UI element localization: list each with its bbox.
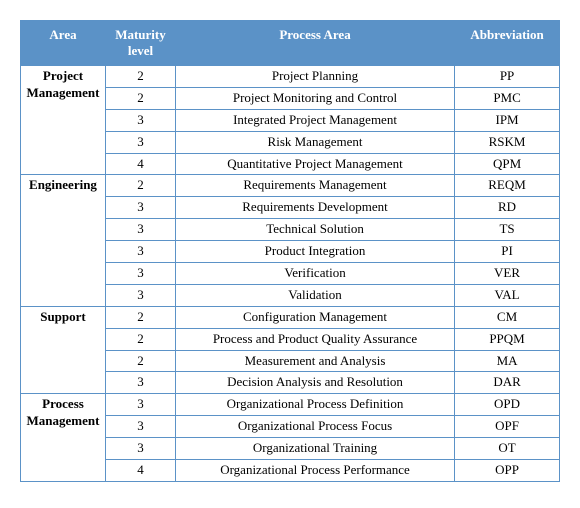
maturity-cell: 2 — [105, 350, 175, 372]
process-areas-table: Area Maturity level Process Area Abbrevi… — [20, 20, 560, 482]
col-header-abbr: Abbreviation — [455, 21, 560, 66]
process-cell: Requirements Management — [175, 175, 454, 197]
abbr-cell: OT — [455, 438, 560, 460]
maturity-cell: 3 — [105, 131, 175, 153]
table-row: Support2Configuration ManagementCM — [21, 306, 560, 328]
maturity-cell: 3 — [105, 263, 175, 285]
maturity-cell: 4 — [105, 153, 175, 175]
table-row: Engineering2Requirements ManagementREQM — [21, 175, 560, 197]
maturity-cell: 2 — [105, 306, 175, 328]
maturity-cell: 3 — [105, 241, 175, 263]
abbr-cell: OPP — [455, 460, 560, 482]
process-cell: Organizational Training — [175, 438, 454, 460]
abbr-cell: PMC — [455, 87, 560, 109]
area-cell: Support — [21, 306, 106, 394]
process-cell: Decision Analysis and Resolution — [175, 372, 454, 394]
abbr-cell: IPM — [455, 109, 560, 131]
abbr-cell: RSKM — [455, 131, 560, 153]
table-row: ProjectManagement2Project PlanningPP — [21, 66, 560, 88]
process-cell: Requirements Development — [175, 197, 454, 219]
table-body: ProjectManagement2Project PlanningPP2Pro… — [21, 66, 560, 482]
table-row: ProcessManagement3Organizational Process… — [21, 394, 560, 416]
abbr-cell: PI — [455, 241, 560, 263]
process-cell: Project Monitoring and Control — [175, 87, 454, 109]
maturity-cell: 3 — [105, 284, 175, 306]
maturity-cell: 2 — [105, 66, 175, 88]
maturity-cell: 2 — [105, 87, 175, 109]
process-cell: Project Planning — [175, 66, 454, 88]
abbr-cell: CM — [455, 306, 560, 328]
process-cell: Risk Management — [175, 131, 454, 153]
abbr-cell: DAR — [455, 372, 560, 394]
abbr-cell: OPF — [455, 416, 560, 438]
maturity-cell: 2 — [105, 175, 175, 197]
abbr-cell: MA — [455, 350, 560, 372]
process-cell: Quantitative Project Management — [175, 153, 454, 175]
abbr-cell: REQM — [455, 175, 560, 197]
maturity-cell: 3 — [105, 109, 175, 131]
process-cell: Integrated Project Management — [175, 109, 454, 131]
process-cell: Organizational Process Focus — [175, 416, 454, 438]
col-header-process: Process Area — [175, 21, 454, 66]
abbr-cell: OPD — [455, 394, 560, 416]
maturity-cell: 3 — [105, 438, 175, 460]
abbr-cell: VAL — [455, 284, 560, 306]
area-cell: ProcessManagement — [21, 394, 106, 482]
maturity-cell: 4 — [105, 460, 175, 482]
process-cell: Configuration Management — [175, 306, 454, 328]
maturity-cell: 3 — [105, 394, 175, 416]
abbr-cell: RD — [455, 197, 560, 219]
maturity-cell: 3 — [105, 197, 175, 219]
abbr-cell: PP — [455, 66, 560, 88]
maturity-cell: 3 — [105, 219, 175, 241]
abbr-cell: PPQM — [455, 328, 560, 350]
process-cell: Product Integration — [175, 241, 454, 263]
maturity-cell: 3 — [105, 416, 175, 438]
process-cell: Technical Solution — [175, 219, 454, 241]
process-cell: Measurement and Analysis — [175, 350, 454, 372]
process-cell: Validation — [175, 284, 454, 306]
area-cell: ProjectManagement — [21, 66, 106, 175]
process-cell: Process and Product Quality Assurance — [175, 328, 454, 350]
abbr-cell: QPM — [455, 153, 560, 175]
col-header-area: Area — [21, 21, 106, 66]
maturity-cell: 3 — [105, 372, 175, 394]
col-header-maturity: Maturity level — [105, 21, 175, 66]
area-cell: Engineering — [21, 175, 106, 306]
maturity-cell: 2 — [105, 328, 175, 350]
table-header-row: Area Maturity level Process Area Abbrevi… — [21, 21, 560, 66]
abbr-cell: TS — [455, 219, 560, 241]
process-cell: Organizational Process Definition — [175, 394, 454, 416]
process-cell: Organizational Process Performance — [175, 460, 454, 482]
abbr-cell: VER — [455, 263, 560, 285]
process-cell: Verification — [175, 263, 454, 285]
